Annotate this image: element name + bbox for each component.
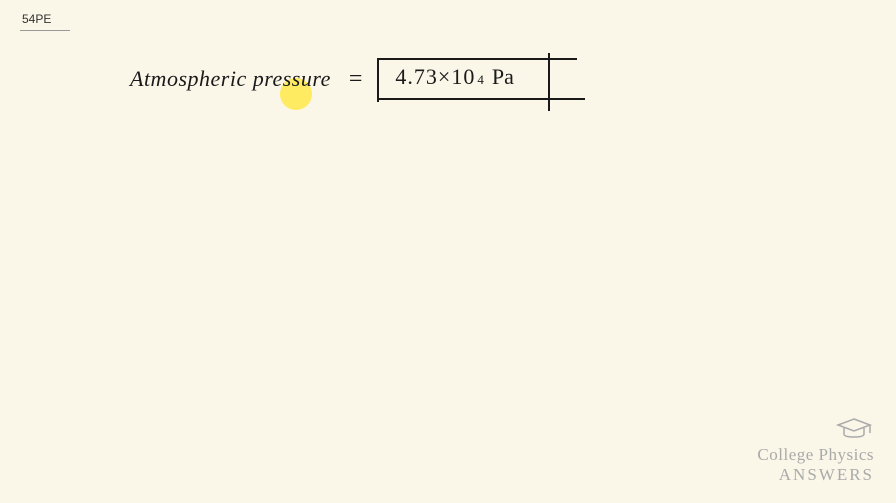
graduation-cap-icon [757,417,874,441]
equation-row: Atmospheric pressure = 4.73×104 Pa [130,58,542,100]
watermark-line2: ANSWERS [757,465,874,485]
box-bottom-border [377,98,585,100]
watermark-line1: College Physics [757,445,874,465]
box-left-border [377,58,379,102]
watermark: College Physics ANSWERS [757,417,874,485]
box-right-border [548,53,550,111]
answer-coefficient: 4.73×10 [395,64,475,90]
equals-sign: = [349,66,363,93]
answer-exponent: 4 [477,72,484,88]
answer-box: 4.73×104 Pa [377,58,541,100]
answer-unit: Pa [492,64,514,90]
problem-number-underline [20,30,70,31]
problem-number: 54PE [22,12,51,26]
equation-label: Atmospheric pressure [130,66,331,92]
